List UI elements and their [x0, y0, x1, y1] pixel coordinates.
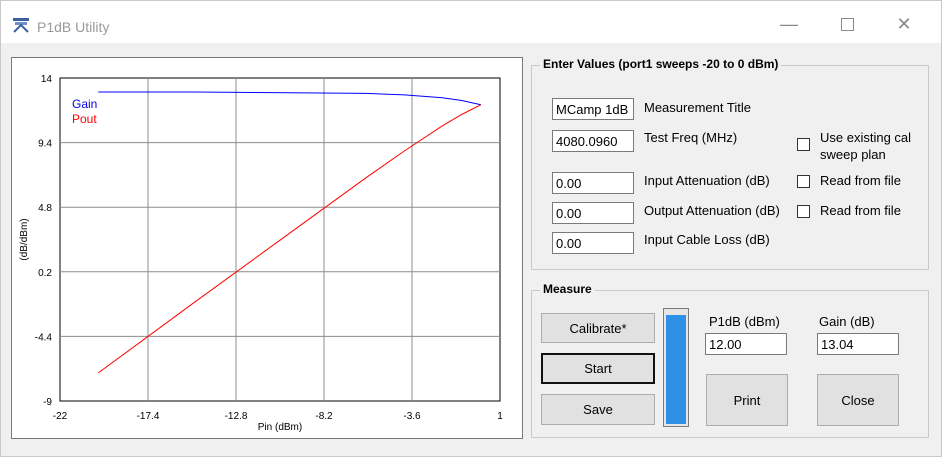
- input-cable-loss-label: Input Cable Loss (dB): [644, 232, 770, 247]
- output-attenuation-input[interactable]: 0.00: [552, 202, 634, 224]
- x-axis-label: Pin (dBm): [258, 422, 302, 433]
- close-window-button[interactable]: ✕: [881, 9, 927, 39]
- test-freq-input[interactable]: 4080.0960: [552, 130, 634, 152]
- minimize-button[interactable]: —: [766, 9, 812, 39]
- app-icon: [13, 18, 29, 33]
- measurement-title-input[interactable]: MCamp 1dB: [552, 98, 634, 120]
- enter-values-group: Enter Values (port1 sweeps -20 to 0 dBm)…: [531, 57, 929, 270]
- input-attenuation-label: Input Attenuation (dB): [644, 173, 770, 188]
- p1db-value-field[interactable]: 12.00: [705, 333, 787, 355]
- y-tick-label: -4.4: [35, 332, 53, 343]
- x-tick-label: -22: [53, 411, 68, 422]
- output-attenuation-label: Output Attenuation (dB): [644, 203, 780, 218]
- enter-values-legend: Enter Values (port1 sweeps -20 to 0 dBm): [540, 57, 782, 71]
- use-existing-cal-label: Use existing cal: [820, 130, 912, 145]
- y-tick-label: 4.8: [38, 203, 52, 214]
- y-tick-label: 14: [41, 74, 53, 85]
- p1db-graph: -22 -17.4 -12.8 -8.2 -3.6 1 14 9.4 4.8 0.2 -4.4 -9 P…: [11, 57, 523, 439]
- plot-frame: [59, 77, 501, 402]
- progress-bar-fill: [666, 314, 686, 424]
- x-tick-label: -3.6: [403, 411, 421, 422]
- use-existing-cal-checkbox[interactable]: [797, 138, 810, 151]
- start-button[interactable]: Start: [541, 353, 655, 384]
- input-read-from-file-checkbox[interactable]: [797, 175, 810, 188]
- minimize-icon: —: [780, 13, 798, 34]
- measurement-progress-bar: [663, 308, 689, 427]
- legend-entry-gain: Gain: [72, 97, 97, 111]
- close-icon: ✕: [896, 13, 912, 34]
- gain-value-field[interactable]: 13.04: [817, 333, 899, 355]
- window-title: P1dB Utility: [37, 19, 110, 35]
- close-button[interactable]: Close: [817, 374, 899, 426]
- gain-label: Gain (dB): [819, 314, 875, 329]
- series-line-pout: [98, 104, 482, 374]
- x-tick-label: -12.8: [225, 411, 248, 422]
- use-existing-cal-label-line2: sweep plan: [820, 147, 886, 162]
- save-button[interactable]: Save: [541, 394, 655, 425]
- x-tick-label: 1: [497, 411, 503, 422]
- test-freq-label: Test Freq (MHz): [644, 130, 738, 145]
- y-tick-label: -9: [43, 397, 52, 408]
- input-read-from-file-label: Read from file: [820, 173, 901, 188]
- y-tick-label: 0.2: [38, 268, 52, 279]
- p1db-label: P1dB (dBm): [709, 314, 780, 329]
- maximize-button[interactable]: [824, 9, 870, 39]
- input-cable-loss-input[interactable]: 0.00: [552, 232, 634, 254]
- calibrate-button[interactable]: Calibrate*: [541, 313, 655, 343]
- x-tick-label: -8.2: [315, 411, 333, 422]
- series-line-gain: [98, 91, 482, 106]
- measure-group: Measure: [531, 282, 929, 438]
- print-button[interactable]: Print: [706, 374, 788, 426]
- p1db-chart: -22 -17.4 -12.8 -8.2 -3.6 1 14 9.4 4.8 0.2 -4.4 -9 P…: [19, 74, 503, 433]
- y-tick-label: 9.4: [38, 139, 52, 150]
- x-tick-label: -17.4: [137, 411, 160, 422]
- output-read-from-file-checkbox[interactable]: [797, 205, 810, 218]
- measure-legend: Measure: [540, 282, 595, 296]
- maximize-icon: [840, 17, 854, 31]
- output-read-from-file-label: Read from file: [820, 203, 901, 218]
- input-attenuation-input[interactable]: 0.00: [552, 172, 634, 194]
- measurement-title-label: Measurement Title: [644, 100, 751, 115]
- legend-entry-pout: Pout: [72, 112, 97, 126]
- y-axis-label: (dB/dBm): [19, 218, 30, 260]
- title-bar: P1dB Utility — ✕: [1, 1, 941, 43]
